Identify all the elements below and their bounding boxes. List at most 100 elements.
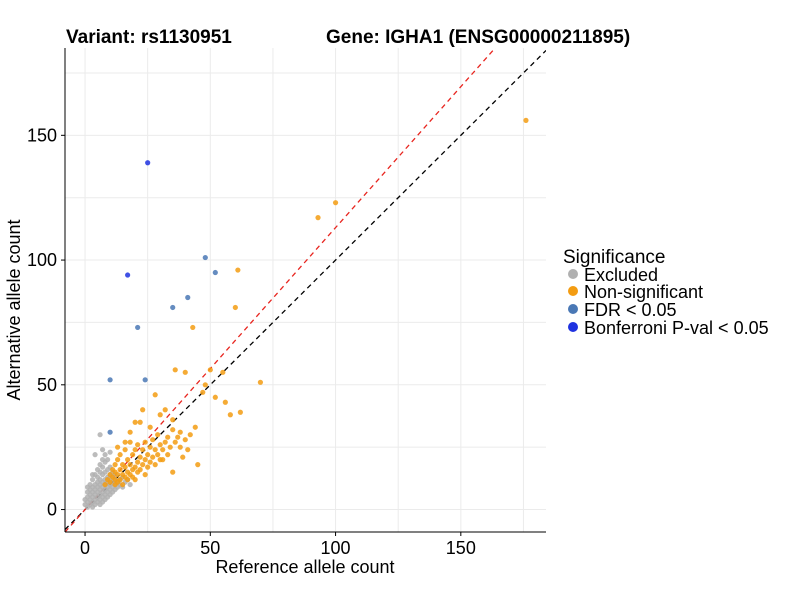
point-excluded [89, 472, 96, 478]
point-non-significant [127, 429, 133, 435]
point-fdr-0-05 [170, 304, 176, 311]
point-non-significant [107, 479, 113, 485]
point-excluded [97, 432, 103, 438]
y-tick-label: 50 [37, 375, 57, 395]
point-non-significant [175, 434, 181, 440]
point-non-significant [207, 367, 213, 373]
point-non-significant [125, 477, 131, 483]
point-non-significant [257, 379, 264, 385]
y-tick-label: 0 [47, 500, 57, 520]
legend: Significance Excluded Non-significant FD… [563, 247, 769, 338]
point-non-significant [140, 447, 146, 453]
point-fdr-0-05 [107, 429, 113, 435]
point-non-significant [137, 467, 143, 473]
point-non-significant [155, 432, 161, 438]
point-fdr-0-05 [185, 294, 191, 301]
point-non-significant [142, 439, 148, 445]
point-non-significant [315, 215, 321, 221]
point-non-significant [172, 367, 178, 373]
legend-label-fdr: FDR < 0.05 [584, 300, 677, 320]
reference-line-equal-ratio [65, 50, 546, 530]
reference-line-fitted-ratio [65, 48, 497, 532]
point-non-significant [145, 464, 151, 470]
point-excluded [82, 501, 88, 508]
y-tick-label: 150 [27, 125, 57, 145]
point-non-significant [117, 467, 123, 473]
point-fdr-0-05 [202, 254, 208, 261]
point-non-significant [185, 447, 191, 453]
x-tick-label: 100 [321, 538, 351, 558]
point-non-significant [135, 442, 141, 448]
point-non-significant [160, 447, 166, 453]
legend-swatch-non-significant [568, 286, 578, 296]
point-non-significant [170, 427, 176, 433]
point-non-significant [137, 419, 143, 425]
point-non-significant [120, 481, 126, 488]
legend-label-excluded: Excluded [584, 265, 658, 285]
point-non-significant [200, 389, 206, 395]
point-non-significant [152, 447, 158, 453]
chart-title-gene: Gene: IGHA1 (ENSG00000211895) [326, 27, 630, 48]
point-non-significant [182, 437, 188, 443]
point-non-significant [160, 457, 166, 463]
legend-title: Significance [563, 247, 665, 268]
point-non-significant [130, 452, 136, 458]
point-non-significant [150, 437, 156, 443]
point-excluded [82, 496, 88, 503]
point-fdr-0-05 [135, 324, 141, 331]
point-non-significant [147, 459, 153, 465]
legend-swatch-fdr [568, 304, 578, 314]
chart-title-variant: Variant: rs1130951 [66, 27, 232, 48]
x-axis-title: Reference allele count [215, 557, 394, 577]
point-non-significant [150, 454, 156, 460]
point-bonferroni-p-val-0-05 [145, 160, 151, 166]
point-non-significant [162, 439, 168, 445]
point-excluded [102, 452, 108, 458]
point-non-significant [202, 382, 208, 388]
point-non-significant [157, 442, 163, 448]
legend-swatch-bonferroni [568, 322, 578, 332]
point-excluded [99, 464, 106, 470]
legend-swatch-excluded [568, 269, 578, 279]
point-non-significant [115, 457, 121, 463]
point-non-significant [195, 462, 201, 468]
point-non-significant [180, 454, 186, 460]
point-non-significant [172, 439, 178, 445]
axes: 0 50 100 150 0 50 100 150 [27, 48, 546, 558]
legend-label-bonferroni: Bonferroni P-val < 0.05 [584, 318, 769, 338]
point-non-significant [177, 429, 183, 435]
point-non-significant [137, 454, 143, 460]
point-bonferroni-p-val-0-05 [125, 272, 131, 278]
point-non-significant [523, 117, 529, 123]
y-axis-title: Alternative allele count [4, 219, 24, 400]
point-non-significant [142, 472, 148, 478]
point-non-significant [222, 399, 228, 405]
point-non-significant [147, 444, 153, 450]
point-excluded [104, 457, 111, 463]
point-non-significant [125, 457, 131, 463]
point-non-significant [237, 409, 243, 415]
point-non-significant [142, 457, 148, 463]
point-non-significant [182, 369, 188, 375]
grid [65, 48, 546, 532]
point-non-significant [140, 407, 146, 413]
point-excluded [107, 449, 113, 455]
point-non-significant [235, 267, 241, 273]
point-non-significant [192, 424, 198, 430]
point-non-significant [102, 481, 108, 488]
point-non-significant [127, 439, 133, 445]
point-non-significant [112, 462, 118, 468]
point-non-significant [127, 462, 133, 468]
point-excluded [127, 481, 133, 488]
point-non-significant [135, 459, 141, 465]
point-non-significant [170, 417, 176, 423]
point-fdr-0-05 [107, 377, 113, 383]
point-non-significant [117, 477, 123, 483]
point-non-significant [167, 444, 173, 450]
point-non-significant [187, 432, 193, 438]
data-points [82, 117, 529, 510]
point-non-significant [147, 424, 153, 430]
x-tick-label: 50 [200, 538, 220, 558]
point-non-significant [212, 394, 218, 400]
point-non-significant [165, 434, 171, 440]
